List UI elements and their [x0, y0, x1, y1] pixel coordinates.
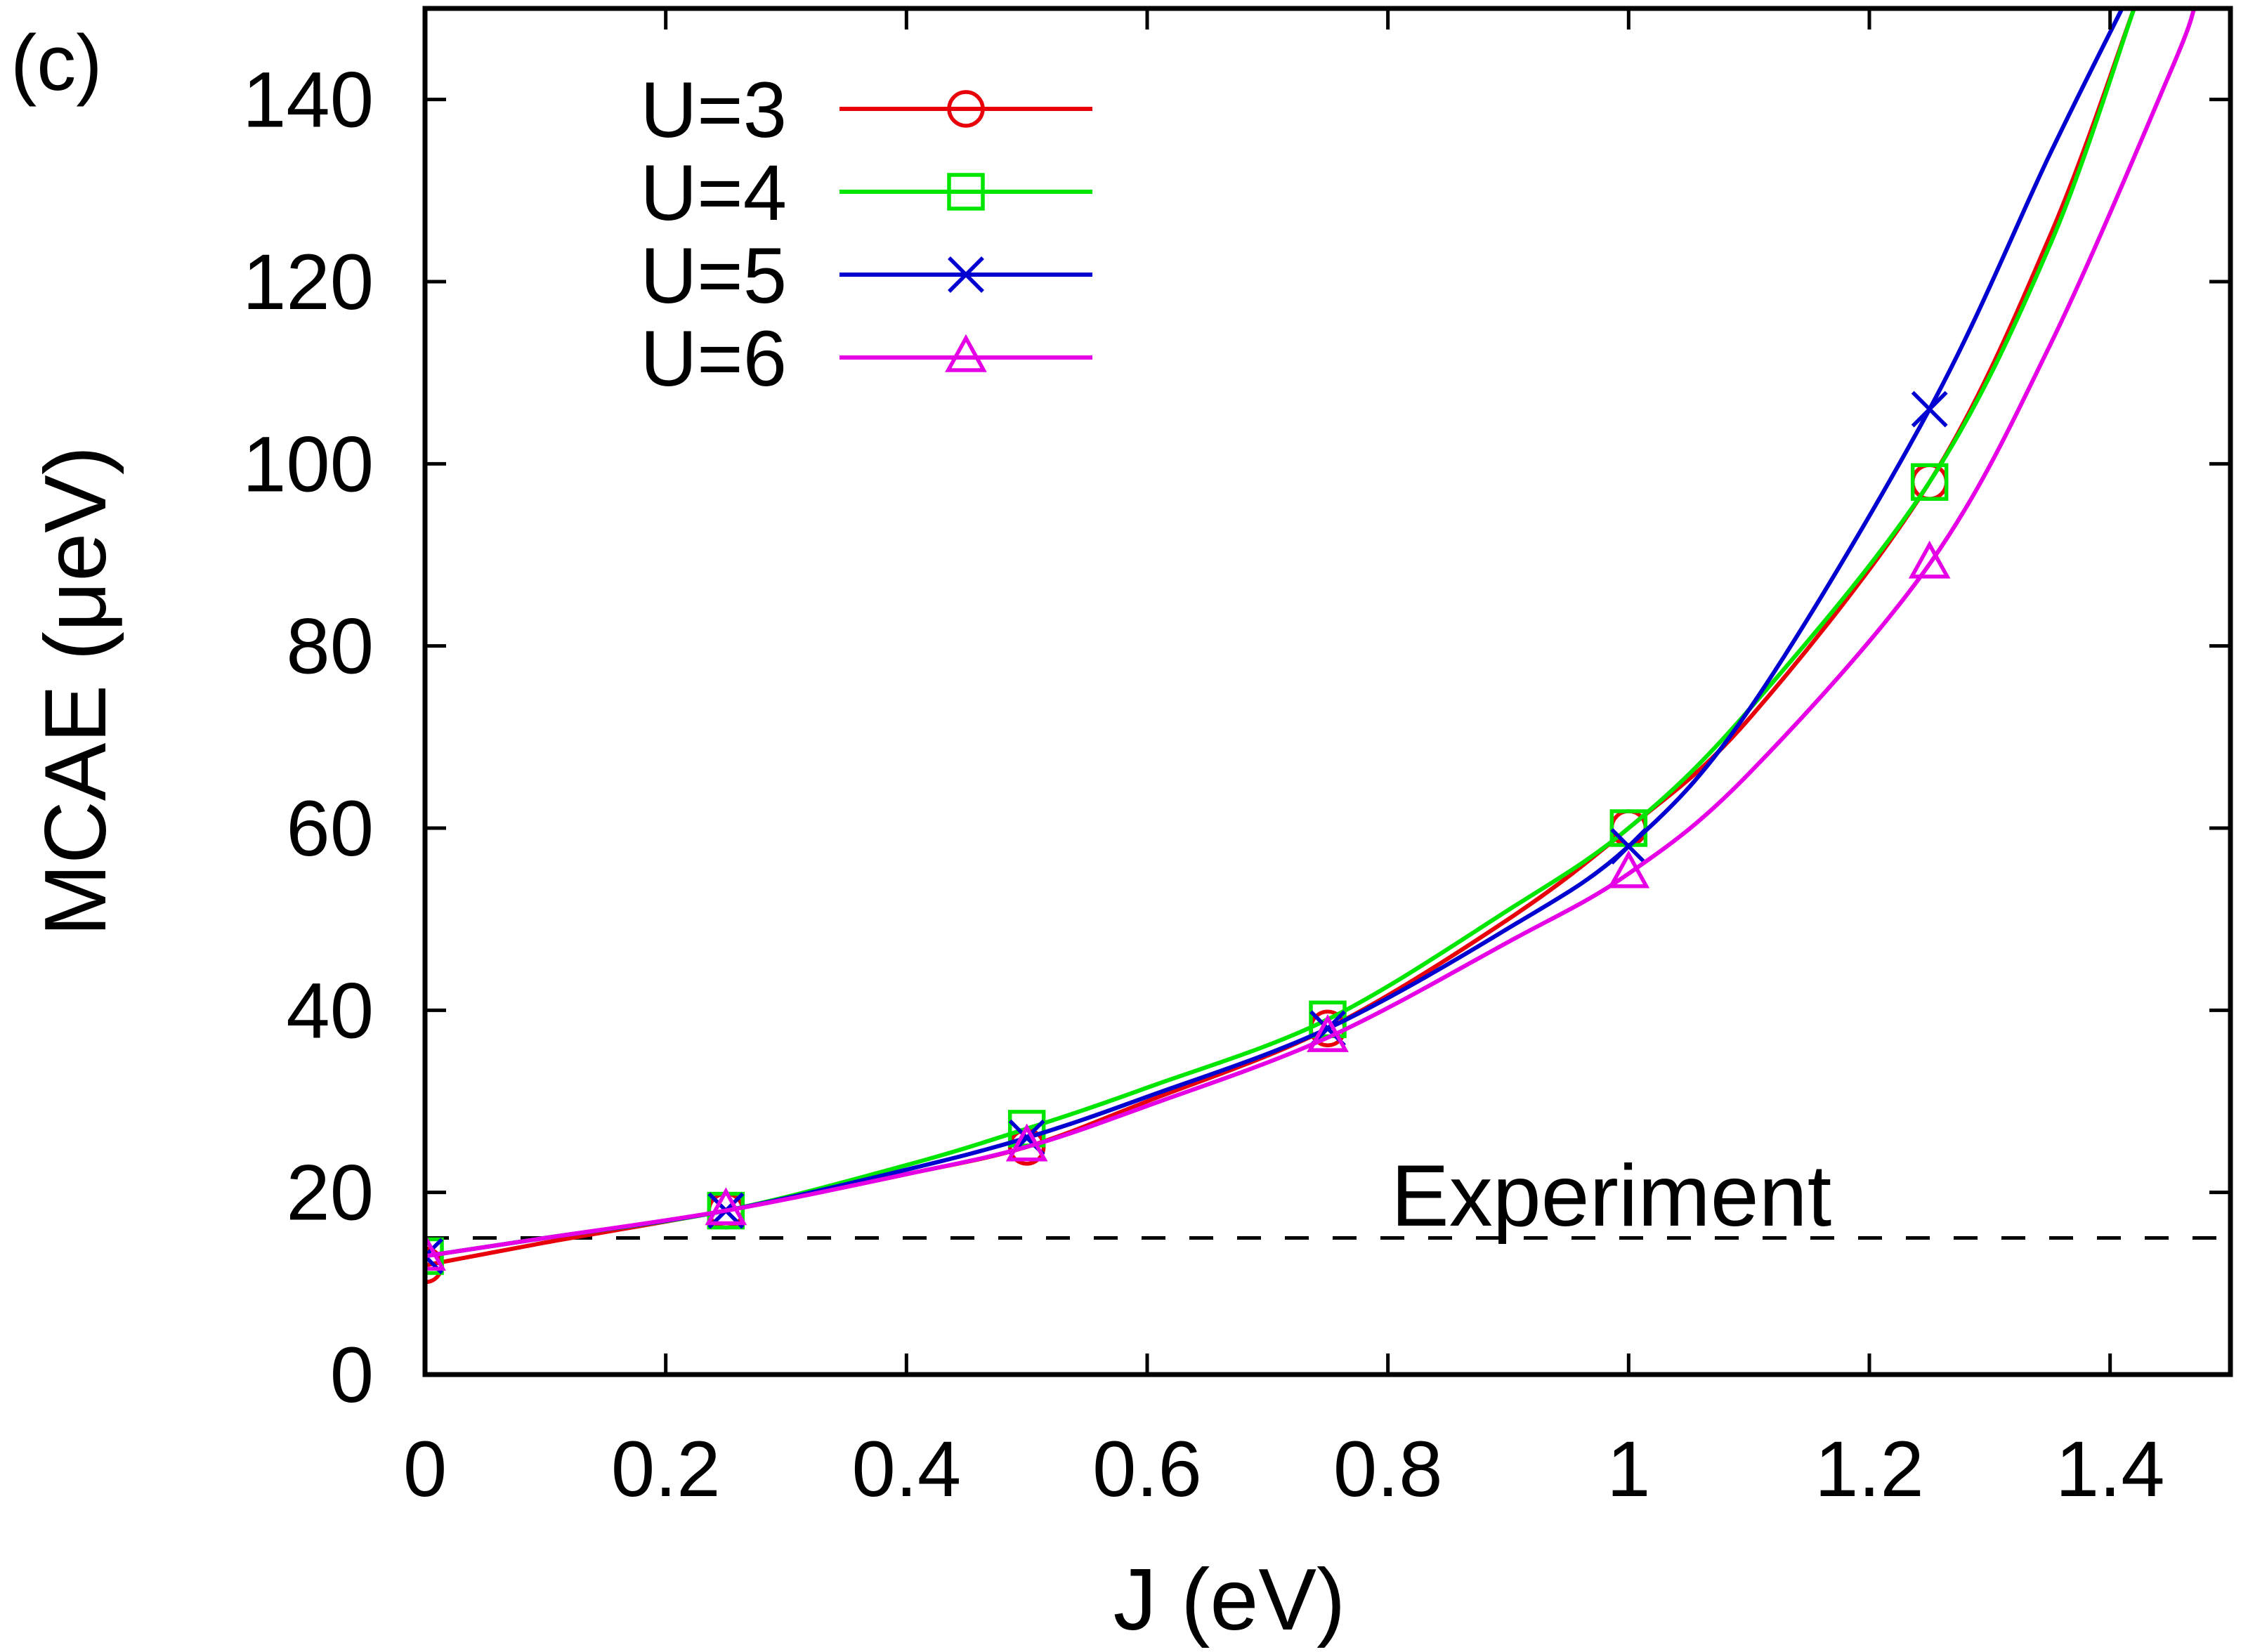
- experiment-label: Experiment: [1391, 1148, 1831, 1245]
- plot-area: [425, 8, 2230, 1285]
- data-point-u5-stroke-b: [1911, 391, 1948, 428]
- data-point-u5-stroke-b: [425, 1238, 443, 1259]
- data-point-u6: [1607, 850, 1650, 889]
- data-point-u6: [1307, 1014, 1349, 1052]
- legend-label-u6: U=6: [640, 315, 787, 402]
- x-tick-label: 0: [403, 1425, 447, 1513]
- data-point-u4: [425, 1237, 444, 1276]
- legend-marker-u3: [947, 90, 985, 128]
- x-tick-label: 0.2: [611, 1425, 721, 1513]
- data-point-u6: [705, 1187, 747, 1226]
- data-point-u5: [1610, 827, 1647, 865]
- legend-marker-u6: [945, 334, 987, 372]
- panel-label: (c): [11, 19, 103, 107]
- legend-marker-u5-stroke-b: [948, 256, 984, 293]
- data-point-u6: [1908, 540, 1951, 579]
- data-point-u6: [425, 1233, 446, 1271]
- data-point-u6: [1005, 1123, 1048, 1162]
- x-tick-label: 1: [1607, 1425, 1650, 1513]
- data-point-u5-stroke-b: [1610, 827, 1647, 865]
- y-tick-label: 140: [242, 56, 374, 144]
- series-group: [425, 8, 2197, 1285]
- x-axis: 0 0.2 0.4 0.6 0.8 1 1.2 1.4: [403, 8, 2165, 1513]
- x-tick-label: 0.6: [1092, 1425, 1202, 1513]
- plot-frame: [422, 6, 2233, 1377]
- y-tick-label: 60: [286, 785, 374, 872]
- legend: U=3U=4U=5U=6: [640, 66, 1092, 402]
- y-tick-label: 100: [242, 420, 374, 508]
- legend-label-u5: U=5: [640, 232, 787, 320]
- y-tick-label: 0: [330, 1331, 374, 1419]
- x-tick-label: 1.4: [2056, 1425, 2165, 1513]
- data-point-u5: [1911, 391, 1948, 428]
- x-tick-label: 0.8: [1333, 1425, 1443, 1513]
- legend-marker-u4: [947, 173, 985, 211]
- y-tick-label: 120: [242, 238, 374, 326]
- y-tick-label: 20: [286, 1149, 374, 1237]
- y-tick-label: 80: [286, 603, 374, 690]
- x-tick-label: 0.4: [851, 1425, 961, 1513]
- data-point-u4: [1910, 463, 1949, 501]
- series-line-u6: [425, 8, 2197, 1259]
- legend-marker-u5: [948, 256, 984, 293]
- legend-label-u4: U=4: [640, 149, 787, 237]
- x-tick-label: 1.2: [1815, 1425, 1924, 1513]
- y-axis: 0 20 40 60 80 100 120 140: [242, 56, 2230, 1419]
- y-tick-label: 40: [286, 966, 374, 1054]
- x-axis-title: J (eV): [1113, 1552, 1346, 1648]
- y-axis-title: MCAE (μeV): [27, 446, 124, 936]
- legend-label-u3: U=3: [640, 66, 787, 154]
